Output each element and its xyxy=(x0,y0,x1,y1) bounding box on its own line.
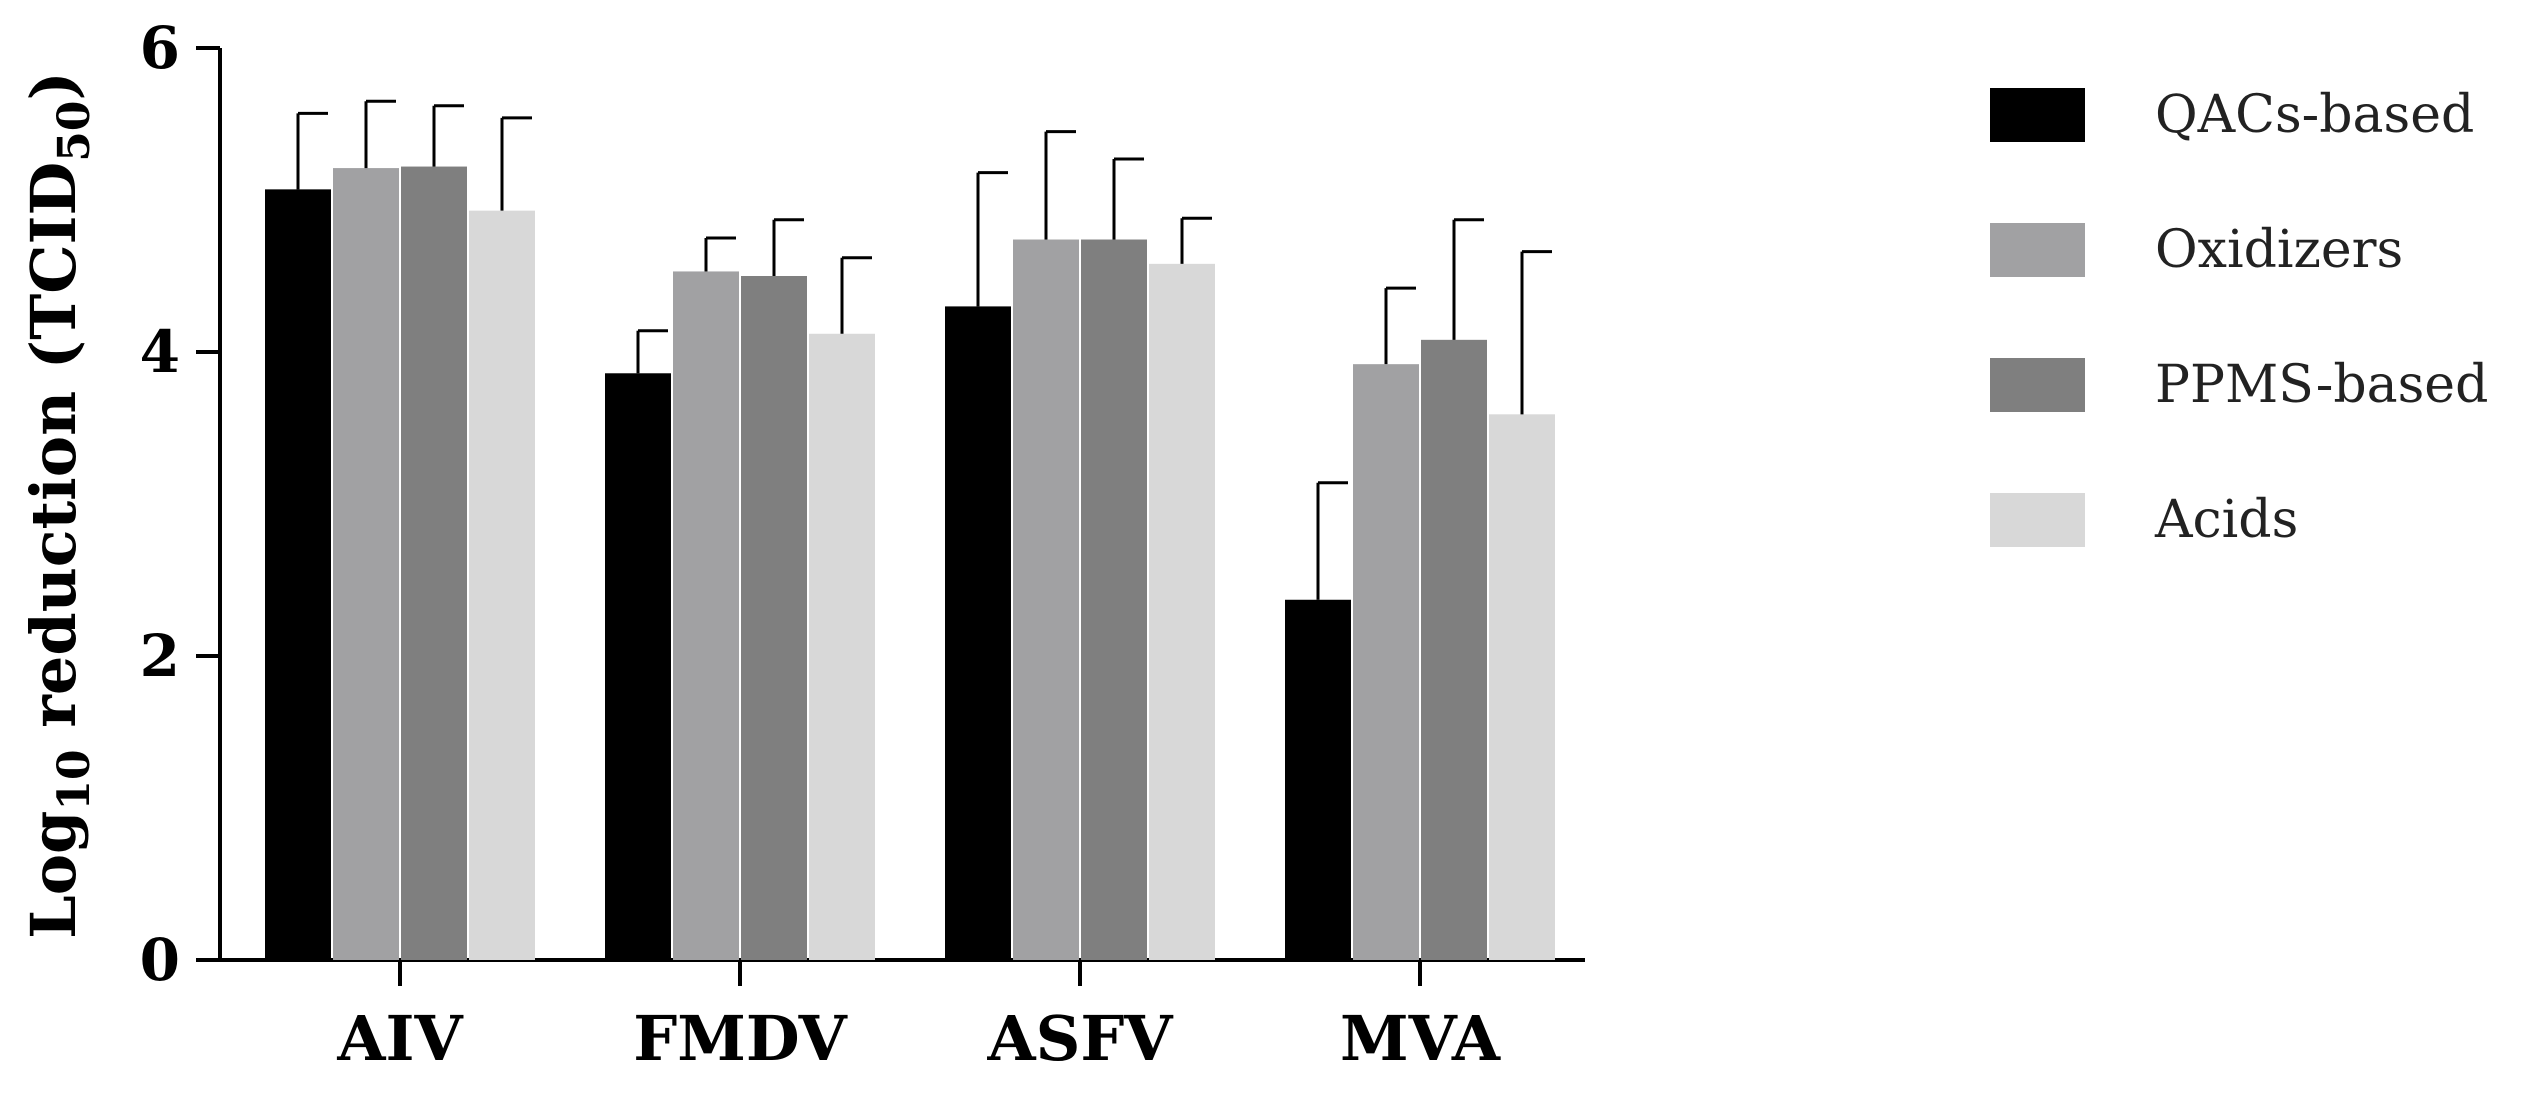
bars xyxy=(265,99,1555,961)
legend-label: PPMS-based xyxy=(2155,355,2488,415)
y-tick-label: 4 xyxy=(140,318,180,386)
x-axis: AIV FMDV ASFV MVA xyxy=(220,958,1585,1075)
legend-swatch xyxy=(1990,88,2085,142)
y-tick-label: 0 xyxy=(140,926,180,994)
bar-qacs-based-fmdv xyxy=(605,373,671,960)
x-tick-label: MVA xyxy=(1340,1002,1501,1075)
bar-acids-fmdv xyxy=(809,333,875,960)
legend-swatch xyxy=(1990,493,2085,547)
bar-ppms-based-mva xyxy=(1421,339,1487,961)
legend-swatch xyxy=(1990,358,2085,412)
bar-oxidizers-mva xyxy=(1353,364,1419,960)
bar-qacs-based-aiv xyxy=(265,189,331,961)
y-axis-label: Log10 reduction (TCID50) xyxy=(17,71,100,939)
legend-swatch xyxy=(1990,223,2085,277)
bar-ppms-based-aiv xyxy=(401,166,467,960)
x-tick-label: AIV xyxy=(336,1002,463,1075)
y-axis-label-main: Log xyxy=(17,811,90,939)
bar-acids-asfv xyxy=(1149,263,1215,961)
y-axis: 0 2 4 6 xyxy=(140,14,222,994)
y-axis-label-sub2: 50 xyxy=(49,100,100,161)
y-axis-label-middle: reduction (TCID xyxy=(17,162,90,750)
bar-acids-aiv xyxy=(469,210,535,960)
bar-oxidizers-aiv xyxy=(333,168,399,960)
bar-ppms-based-asfv xyxy=(1081,239,1147,960)
bar-qacs-based-mva xyxy=(1285,599,1351,960)
bar-oxidizers-fmdv xyxy=(673,271,739,960)
bar-oxidizers-asfv xyxy=(1013,239,1079,960)
y-tick-label: 6 xyxy=(140,14,180,82)
bar-acids-mva xyxy=(1489,414,1555,960)
legend-label: Oxidizers xyxy=(2155,220,2403,280)
x-tick-label: FMDV xyxy=(633,1002,847,1075)
x-tick-label: ASFV xyxy=(986,1002,1173,1075)
y-axis-label-sub1: 10 xyxy=(49,749,100,810)
legend: QACs-based Oxidizers PPMS-based Acids xyxy=(1990,85,2488,550)
y-tick-label: 2 xyxy=(140,622,180,690)
bar-qacs-based-asfv xyxy=(945,306,1011,960)
legend-label: QACs-based xyxy=(2155,85,2474,145)
y-axis-label-end: ) xyxy=(17,71,90,100)
bar-ppms-based-fmdv xyxy=(741,276,807,960)
legend-label: Acids xyxy=(2154,490,2298,550)
